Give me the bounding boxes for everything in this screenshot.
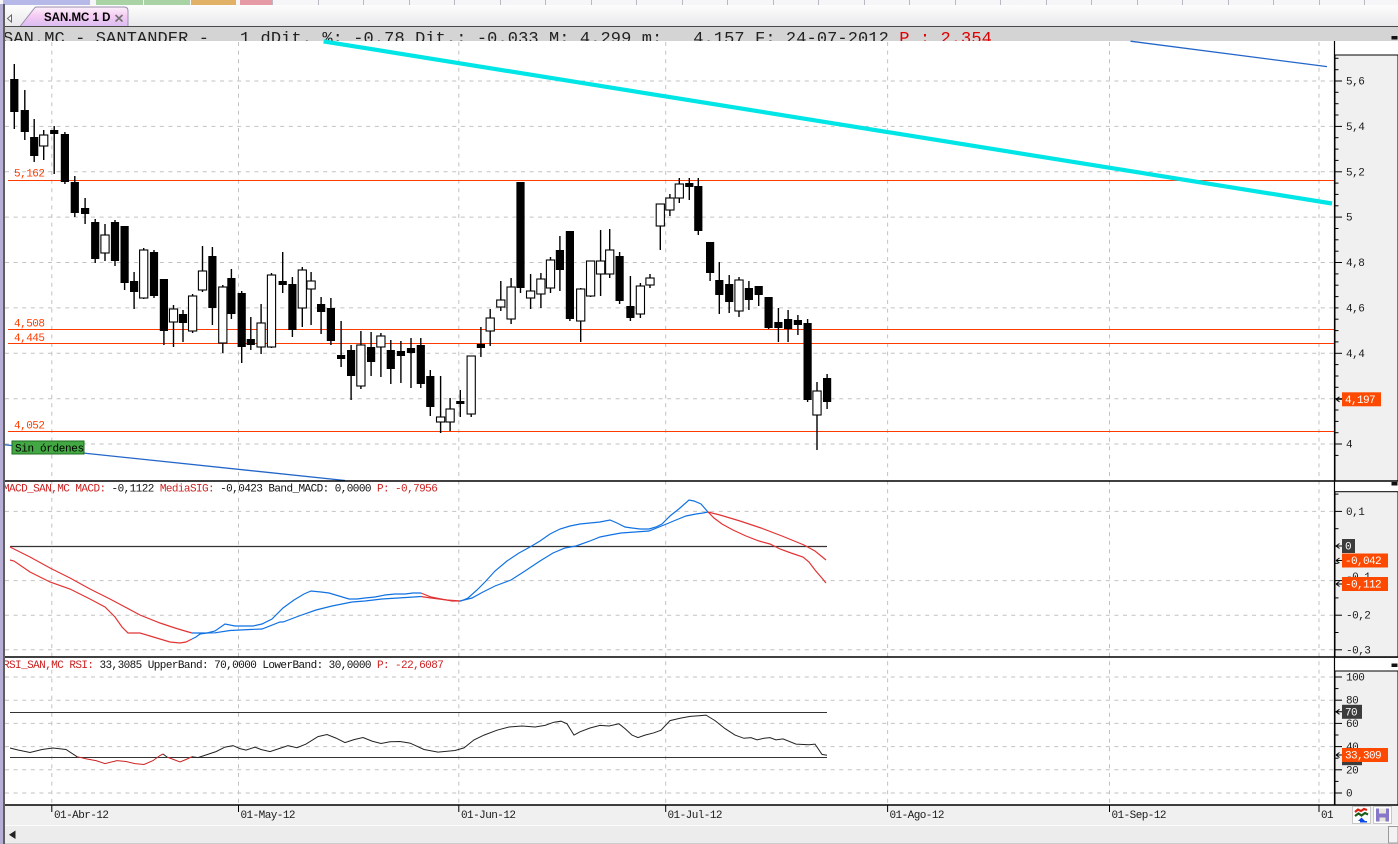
svg-text:0,1: 0,1 (1346, 507, 1365, 519)
svg-text:5,6: 5,6 (1346, 77, 1364, 89)
svg-text:01: 01 (1321, 810, 1334, 822)
svg-text:0: 0 (1345, 542, 1351, 554)
svg-text:70: 70 (1345, 707, 1357, 719)
svg-text:Sin órdenes: Sin órdenes (15, 444, 84, 456)
svg-text:01-Sep-12: 01-Sep-12 (1112, 810, 1166, 822)
svg-text:RSI_SAN,MC RSI: 33,3085 UpperB: RSI_SAN,MC RSI: 33,3085 UpperBand: 70,00… (3, 660, 443, 672)
svg-text:33,309: 33,309 (1345, 751, 1381, 763)
svg-text:SAN.MC 1 D: SAN.MC 1 D (44, 11, 110, 23)
svg-text:4,6: 4,6 (1346, 303, 1364, 315)
svg-text:5,2: 5,2 (1346, 167, 1364, 179)
svg-text:-0,112: -0,112 (1345, 580, 1381, 592)
svg-text:4,4: 4,4 (1346, 349, 1365, 361)
svg-text:4,508: 4,508 (14, 319, 45, 331)
svg-text:80: 80 (1346, 696, 1358, 708)
svg-text:01-Abr-12: 01-Abr-12 (54, 810, 108, 822)
svg-text:5,162: 5,162 (14, 169, 45, 181)
svg-text:-0,3: -0,3 (1346, 645, 1370, 657)
svg-text:4: 4 (1346, 440, 1353, 452)
svg-text:-0,2: -0,2 (1346, 611, 1370, 623)
svg-text:4,445: 4,445 (14, 333, 45, 345)
svg-text:5: 5 (1346, 213, 1352, 225)
svg-text:5,4: 5,4 (1346, 122, 1365, 134)
svg-text:100: 100 (1346, 673, 1364, 685)
svg-text:-0,042: -0,042 (1345, 556, 1381, 568)
svg-text:01-Jun-12: 01-Jun-12 (461, 810, 515, 822)
svg-text:01-May-12: 01-May-12 (241, 810, 295, 822)
svg-text:01-Jul-12: 01-Jul-12 (668, 810, 722, 822)
svg-text:MACD_SAN,MC MACD: -0,1122 Medi: MACD_SAN,MC MACD: -0,1122 MediaSIG: -0,0… (3, 484, 437, 496)
svg-text:01-Ago-12: 01-Ago-12 (890, 810, 944, 822)
svg-text:4,197: 4,197 (1345, 395, 1375, 407)
svg-text:4,052: 4,052 (14, 421, 45, 433)
svg-text:4,8: 4,8 (1346, 258, 1364, 270)
svg-text:20: 20 (1346, 765, 1358, 777)
svg-text:60: 60 (1346, 719, 1358, 731)
svg-text:0: 0 (1346, 789, 1352, 801)
